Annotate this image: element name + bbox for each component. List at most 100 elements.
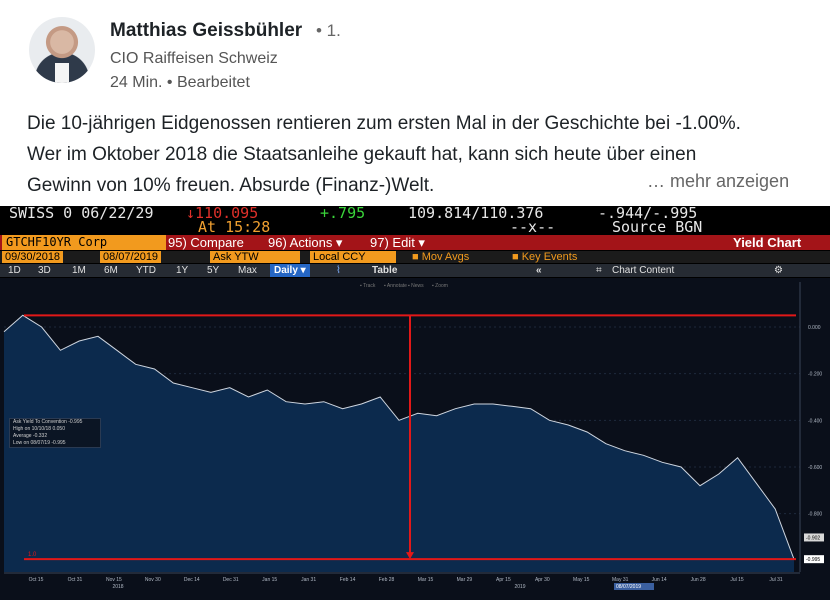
bloomberg-terminal-image: SWISS 0 06/22/29 ↓110.095 +.795 109.814/… <box>0 206 830 600</box>
y-tick-label: 0.000 <box>808 325 821 331</box>
y-tick-label: -0.200 <box>808 372 822 378</box>
yield-line <box>3 314 795 560</box>
price-change: +.795 <box>320 206 366 222</box>
settings-gear-icon[interactable]: ⚙ <box>774 265 783 276</box>
end-date-badge <box>614 583 654 590</box>
chart-content-button[interactable]: Chart Content <box>612 265 675 276</box>
x-tick-label: Apr 15 <box>496 577 511 583</box>
arrow-head <box>406 552 414 560</box>
legend-entry: High on 10/10/18 0.050 <box>13 426 65 432</box>
period-1m[interactable]: 1M <box>72 265 86 276</box>
end-date-badge-label: 08/07/2019 <box>616 584 641 590</box>
yield-bid-ask: -.944/-.995 <box>598 206 698 222</box>
post-header: Matthias Geissbühler • 1. CIO Raiffeisen… <box>0 0 830 100</box>
chart-tool-label: ▪ Track <box>360 283 376 289</box>
last-value-label: -0.995 <box>806 557 820 563</box>
ticker-field[interactable]: GTCHF10YR Corp <box>2 235 166 250</box>
chart-legend: Ask Yield To Convention -0.995 High on 1… <box>9 418 101 448</box>
period-6m[interactable]: 6M <box>104 265 118 276</box>
table-button[interactable]: Table <box>372 265 398 276</box>
yield-chart: ▪ Track ▪ Annotate ▪ News ▪ Zoom 1.0 0.000 -0.… <box>0 278 830 600</box>
chart-tool-label: ▪ News <box>408 283 424 289</box>
command-bar: GTCHF10YR Corp 95) Compare 96) Actions ▾… <box>0 235 830 250</box>
mov-avgs-label: Mov Avgs <box>421 251 470 263</box>
key-events-checkbox[interactable]: ■ Key Events <box>512 251 578 263</box>
x-tick-label: Mar 15 <box>418 577 434 583</box>
marker-label: 1.0 <box>28 552 37 558</box>
x-tick-label: Jan 31 <box>301 577 316 583</box>
author-avatar[interactable] <box>29 17 95 83</box>
bid-ask: 109.814/110.376 <box>408 206 544 222</box>
y-tick-label: -0.600 <box>808 465 822 471</box>
quote-header: SWISS 0 06/22/29 ↓110.095 +.795 109.814/… <box>0 206 830 236</box>
period-toolbar: 1D 3D 1M 6M YTD 1Y 5Y Max Daily ▾ ⌇ Tabl… <box>0 264 830 277</box>
post-text-line: Gewinn von 10% freuen. Absurde (Finanz-)… <box>27 175 435 196</box>
x-tick-label: Mar 29 <box>457 577 473 583</box>
x-tick-label: Jul 15 <box>730 577 744 583</box>
end-date-field[interactable]: 08/07/2019 <box>100 251 162 263</box>
key-events-label: Key Events <box>521 251 578 263</box>
collapse-icon[interactable]: « <box>536 265 542 276</box>
x-tick-label: Jun 28 <box>691 577 706 583</box>
period-3d[interactable]: 3D <box>38 265 51 276</box>
x-tick-label: Dec 14 <box>184 577 200 583</box>
period-1y[interactable]: 1Y <box>176 265 189 276</box>
compare-button[interactable]: 95) Compare <box>168 235 244 250</box>
x-tick-label: Oct 31 <box>68 577 83 583</box>
period-1d[interactable]: 1D <box>8 265 21 276</box>
period-max[interactable]: Max <box>238 265 257 276</box>
price-source: Source BGN <box>612 218 703 236</box>
chart-content-icon[interactable]: ⌗ <box>596 265 602 276</box>
chart-tool-label: ▪ Annotate <box>384 283 407 289</box>
y-tick-label: -0.400 <box>808 418 822 424</box>
legend-entry: Average -0.332 <box>13 433 48 439</box>
quote-dashes: --x-- <box>510 218 556 236</box>
y-tick-label: -0.800 <box>808 512 822 518</box>
x-tick-label: May 15 <box>573 577 590 583</box>
x-tick-label: Nov 30 <box>145 577 161 583</box>
actions-button[interactable]: 96) Actions ▾ <box>268 235 343 250</box>
yield-chart-svg: ▪ Track ▪ Annotate ▪ News ▪ Zoom 1.0 0.000 -0.… <box>0 278 830 600</box>
x-tick-label: Jan 15 <box>262 577 277 583</box>
x-tick-label: Jun 14 <box>652 577 667 583</box>
last-price: ↓110.095 <box>186 206 259 222</box>
year-label: 2018 <box>112 584 123 590</box>
author-headline: CIO Raiffeisen Schweiz <box>110 50 278 67</box>
year-label: 2019 <box>514 584 525 590</box>
security-name: SWISS 0 06/22/29 <box>9 206 154 222</box>
x-tick-label: Apr 30 <box>535 577 550 583</box>
last-value-badge <box>804 555 824 564</box>
x-tick-label: Feb 28 <box>379 577 395 583</box>
show-more-link[interactable]: … mehr anzeigen <box>647 171 790 191</box>
high-value-badge <box>804 533 824 542</box>
chart-name: Yield Chart <box>733 235 802 250</box>
quote-time: At 15:28 <box>198 218 271 236</box>
x-tick-label: Oct 15 <box>29 577 44 583</box>
x-tick-label: Jul 31 <box>769 577 783 583</box>
author-name[interactable]: Matthias Geissbühler <box>110 20 303 41</box>
date-range-bar: 09/30/2018 08/07/2019 Ask YTW Local CCY … <box>0 251 830 263</box>
currency-select[interactable]: Local CCY <box>310 251 396 263</box>
x-tick-label: May 31 <box>612 577 629 583</box>
x-tick-label: Dec 31 <box>223 577 239 583</box>
post-meta: 24 Min. • Bearbeitet <box>110 74 250 91</box>
field-select[interactable]: Ask YTW <box>210 251 300 263</box>
post-text-line: Wer im Oktober 2018 die Staatsanleihe ge… <box>27 144 697 165</box>
chart-tool-label: ▪ Zoom <box>432 283 448 289</box>
yield-area <box>4 315 794 572</box>
period-ytd[interactable]: YTD <box>136 265 156 276</box>
edit-button[interactable]: 97) Edit ▾ <box>370 235 425 250</box>
period-5y[interactable]: 5Y <box>207 265 220 276</box>
legend-entry: Low on 08/07/19 -0.995 <box>13 440 66 446</box>
chart-type-icon[interactable]: ⌇ <box>336 265 341 276</box>
start-date-field[interactable]: 09/30/2018 <box>2 251 64 263</box>
connection-degree: • 1. <box>316 21 341 40</box>
mov-avgs-checkbox[interactable]: ■ Mov Avgs <box>412 251 470 263</box>
post-text: Die 10-jährigen Eidgenossen rentieren zu… <box>27 108 817 201</box>
x-tick-label: Feb 14 <box>340 577 356 583</box>
legend-entry: Ask Yield To Convention -0.995 <box>13 419 83 425</box>
high-value-label: -0.902 <box>806 535 820 541</box>
post-text-line: Die 10-jährigen Eidgenossen rentieren zu… <box>27 113 741 134</box>
frequency-select[interactable]: Daily ▾ <box>270 264 310 277</box>
x-tick-label: Nov 15 <box>106 577 122 583</box>
